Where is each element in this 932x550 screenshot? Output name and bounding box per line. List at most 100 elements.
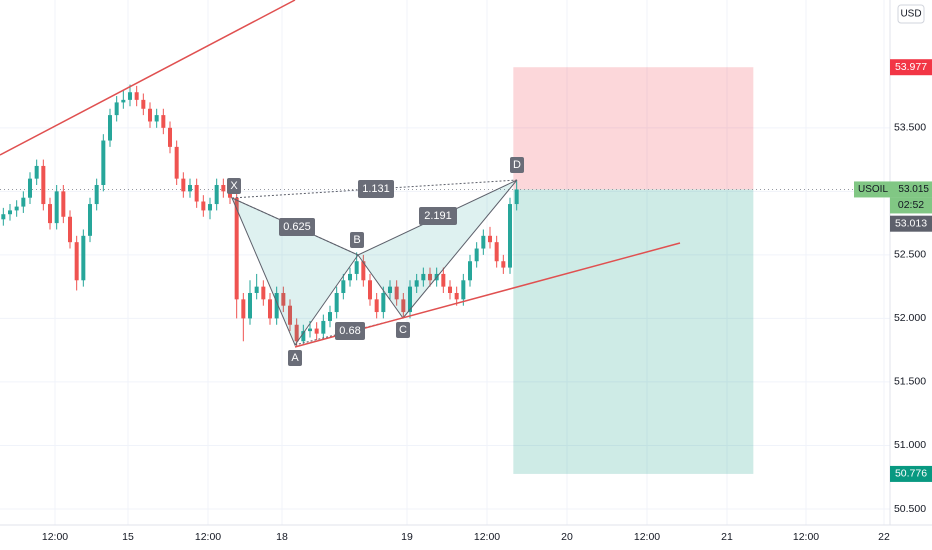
candle-body [408,286,412,313]
candle-body [341,280,346,293]
candle-body [468,261,472,281]
x-tick-label: 12:00 [42,531,68,543]
currency-label[interactable]: USD [900,9,921,20]
candle-body [134,92,139,100]
candle-body [234,197,239,300]
candle-body [401,299,406,313]
candle-body [28,178,32,198]
x-tick-label: 12:00 [195,531,221,543]
candle-body [354,261,359,274]
candle-body [8,210,12,215]
y-tick-label: 50.500 [894,503,926,515]
candle-body [294,324,299,342]
candle-body [221,184,226,192]
candle-body [101,140,106,185]
candle-body [61,191,66,217]
price-label-box [890,215,932,232]
price-label: 50.776 [895,468,927,480]
x-tick-label: 22 [878,531,890,543]
x-tick-label: 21 [721,531,733,543]
candle-body [361,261,366,281]
candle-body [201,201,206,211]
candle-body [194,184,199,202]
ratio-label: 0.625 [283,221,311,233]
candle-body [321,320,326,334]
last-price-box [854,181,932,198]
price-label-box [890,59,932,76]
candle-body [414,280,419,287]
stop-zone [513,67,754,190]
candle-body [181,178,186,192]
y-tick-label: 51.500 [894,376,926,388]
candle-body [108,115,112,141]
y-tick-label: 51.000 [894,439,926,451]
candle-body [461,280,466,300]
pattern-xd [231,179,518,199]
candle-body [34,165,39,179]
candle-body [174,146,179,179]
candle-body [88,204,92,236]
candle-body [41,165,46,205]
candle-body [374,299,379,313]
x-tick-label: 12:00 [474,531,500,543]
candle-body [128,92,132,100]
candle-body [54,191,59,224]
candle-body [288,305,292,325]
candle-body [448,286,452,293]
countdown-box [890,197,932,214]
point-label: X [230,180,238,192]
candle-body [421,273,426,281]
ratio-label: 1.131 [362,183,390,195]
candle-body [381,292,386,313]
candle-body [241,299,246,319]
candle-body [74,242,79,281]
candle-body [474,248,479,262]
point-box [510,157,524,173]
candle-body [328,312,332,321]
target-zone [513,189,754,474]
candle-body [394,286,399,300]
ratio-label: 2.191 [424,210,452,222]
candle-body [301,331,306,342]
candle-body [214,184,219,205]
candle-body [268,299,272,319]
x-tick-label: 19 [401,531,413,543]
candle-body [14,206,19,211]
candle-body [121,99,126,103]
candle-body [514,189,519,205]
candle-body [281,292,286,306]
price-label: 53.013 [895,217,927,229]
ratio-box [419,207,457,225]
candle-body [208,204,212,211]
ratio-box [358,180,394,198]
last-price-label: 53.015 [898,184,929,195]
candle-body [388,286,392,293]
point-box [396,322,410,338]
candle-body [314,328,319,334]
candle-body [488,235,492,243]
candle-body [148,108,152,122]
y-tick-label: 52.500 [894,249,926,261]
x-tick-label: 12:00 [634,531,660,543]
candle-body [154,115,159,122]
countdown-label: 02:52 [898,199,924,211]
currency-button[interactable] [897,4,925,24]
point-label: C [399,324,407,336]
candle-body [161,115,166,128]
point-box [288,350,302,366]
candle-body [508,204,512,268]
plot-area [0,0,890,525]
candle-body [308,328,312,332]
point-box [227,178,241,194]
y-tick-label: 53.500 [894,122,926,134]
candle-body [368,280,372,300]
candle-body [168,127,172,147]
x-tick-label: 18 [276,531,288,543]
pattern-labels: X A B C D 0.625 0.68 1.131 2.191 [227,157,524,366]
candle-body [261,286,266,300]
candle-body [21,197,26,207]
candle-body [114,102,119,116]
